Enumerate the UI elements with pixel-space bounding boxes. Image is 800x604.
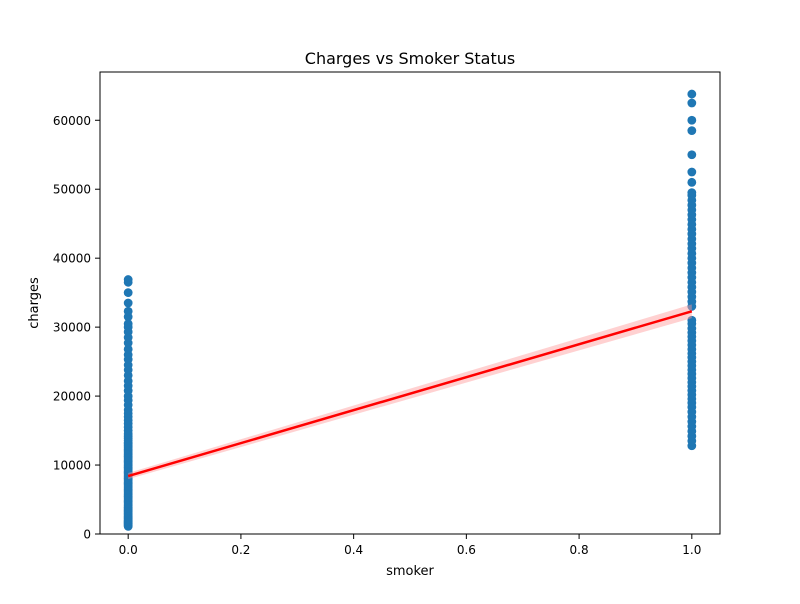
x-tick-label: 0.6 <box>457 543 476 557</box>
data-point <box>687 150 697 160</box>
data-point <box>123 275 133 284</box>
series-0 <box>123 275 133 531</box>
x-tick-label: 1.0 <box>682 543 701 557</box>
y-tick-label: 30000 <box>53 321 91 335</box>
data-point <box>687 177 697 187</box>
y-tick-label: 20000 <box>53 390 91 404</box>
axes-layer: 0.0 0.2 0.4 0.6 0.8 1.0 0 10000 20000 30000 40000 5… <box>53 114 702 557</box>
data-point <box>123 306 133 316</box>
data-point <box>687 98 697 108</box>
y-axis-label: charges <box>27 277 42 329</box>
y-tick-label: 40000 <box>53 252 91 266</box>
series-1 <box>687 89 697 451</box>
x-axis-label: smoker <box>386 564 434 579</box>
x-tick-label: 0.0 <box>119 543 138 557</box>
data-point <box>687 188 697 198</box>
x-tick-label: 0.4 <box>344 543 363 557</box>
y-tick-label: 60000 <box>53 114 91 128</box>
confidence-band <box>128 304 692 480</box>
y-tick-label: 0 <box>83 528 91 542</box>
data-point <box>687 167 697 177</box>
regression-line <box>127 310 693 478</box>
x-tick-label: 0.8 <box>570 543 589 557</box>
data-point <box>687 126 697 136</box>
data-point <box>123 288 133 298</box>
x-tick-label: 0.2 <box>231 543 250 557</box>
plot-frame <box>99 71 721 535</box>
data-point <box>687 89 697 99</box>
y-tick-label: 50000 <box>53 183 91 197</box>
data-point <box>123 344 133 354</box>
data-point <box>687 315 697 325</box>
plot-layer <box>123 89 697 531</box>
chart-title: Charges vs Smoker Status <box>305 49 515 68</box>
data-point <box>687 115 697 125</box>
data-point <box>123 319 133 329</box>
y-tick-label: 10000 <box>53 459 91 473</box>
data-point <box>123 298 133 308</box>
